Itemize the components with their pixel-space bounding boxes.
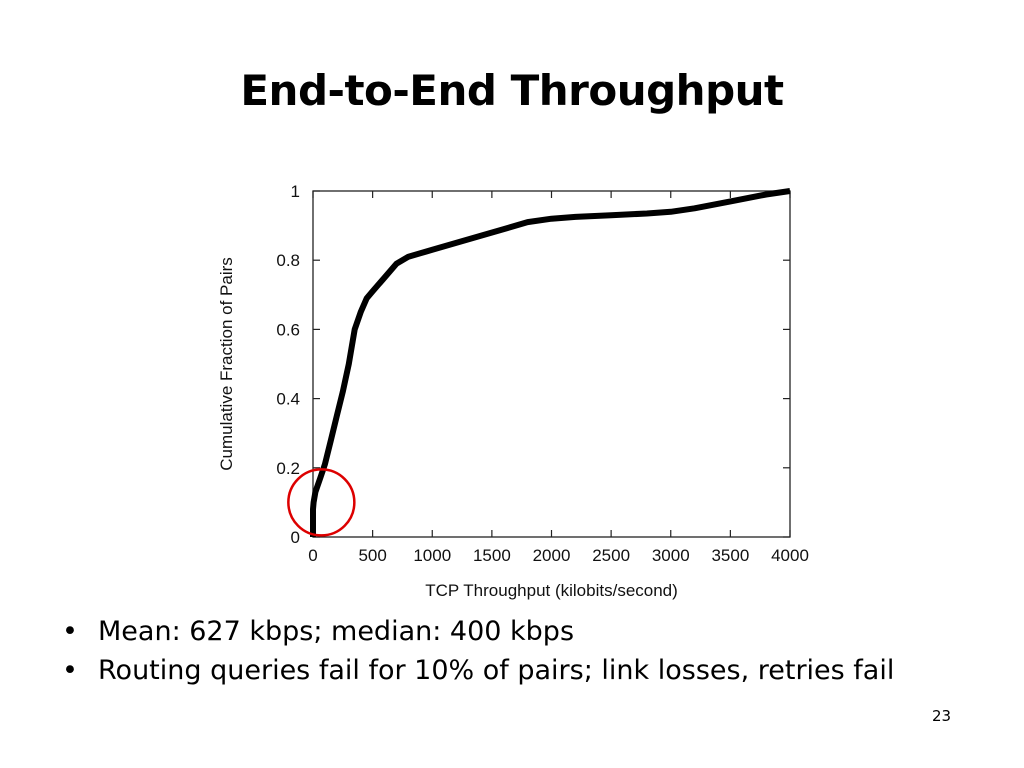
slide-title: End-to-End Throughput	[240, 66, 784, 115]
x-tick-label: 1500	[473, 546, 511, 565]
x-tick-label: 0	[308, 546, 317, 565]
y-tick-label: 0.8	[276, 251, 300, 270]
x-tick-label: 500	[358, 546, 386, 565]
bullet-item: • Mean: 627 kbps; median: 400 kbps	[62, 616, 962, 647]
x-tick-label: 3000	[652, 546, 690, 565]
x-tick-label: 2000	[533, 546, 571, 565]
bullet-item: • Routing queries fail for 10% of pairs; …	[62, 655, 962, 686]
cdf-series-line	[310, 188, 791, 537]
cdf-chart: 0 500 1000 1500 2000 2500 3000 3500 4000 0 0.2 0.4 0…	[217, 182, 809, 600]
bullet-text: Mean: 627 kbps; median: 400 kbps	[98, 616, 575, 647]
y-tick-label: 0.2	[276, 459, 300, 478]
x-tick-label: 3500	[711, 546, 749, 565]
y-tick-label: 0	[291, 528, 300, 547]
bullet-dot: •	[62, 655, 78, 686]
x-tick-label: 2500	[592, 546, 630, 565]
y-tick-label: 0.6	[276, 320, 300, 339]
y-tick-label: 0.4	[276, 390, 300, 409]
plot-frame	[312, 190, 791, 538]
page-number: 23	[932, 707, 952, 725]
highlight-circle	[287, 468, 356, 537]
y-tick-label: 1	[291, 182, 300, 201]
bullet-dot: •	[62, 616, 78, 647]
y-axis-label: Cumulative Fraction of Pairs	[217, 257, 236, 471]
x-axis-label: TCP Throughput (kilobits/second)	[425, 581, 678, 600]
bullet-text: Routing queries fail for 10% of pairs; l…	[98, 655, 895, 686]
x-tick-label: 1000	[413, 546, 451, 565]
x-tick-label: 4000	[771, 546, 809, 565]
bullet-list: • Mean: 627 kbps; median: 400 kbps • Routi…	[62, 616, 962, 694]
